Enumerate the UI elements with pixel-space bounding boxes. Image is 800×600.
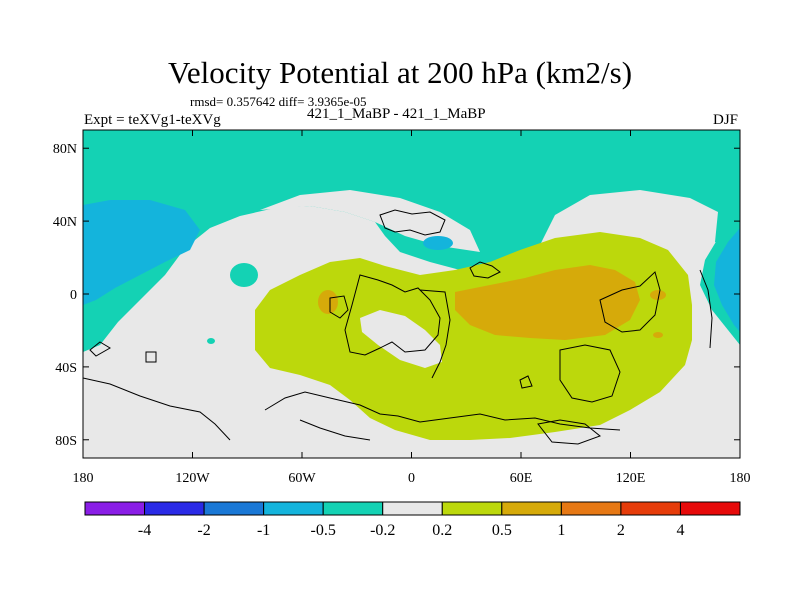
colorbar-swatch xyxy=(84,501,146,516)
colorbar-label: -0.2 xyxy=(370,522,395,539)
map-title: Velocity Potential at 200 hPa (km2/s) xyxy=(167,55,633,90)
colorbar-label: 1 xyxy=(557,522,565,539)
lat-tick-label: 80N xyxy=(53,142,77,157)
colorbar-swatch xyxy=(620,501,681,516)
lon-tick-label: 60E xyxy=(510,471,533,486)
colorbar-swatch xyxy=(263,501,324,516)
colorbar-swatch xyxy=(679,501,741,516)
lon-tick-label: 120E xyxy=(616,471,646,486)
lon-tick-label: 180 xyxy=(730,471,751,486)
season-label: DJF xyxy=(712,112,738,128)
lon-tick-label: 0 xyxy=(408,471,415,486)
indian-ocean-max-region xyxy=(455,265,640,340)
atlantic-neutral-region xyxy=(260,190,480,252)
isolated-negative-patch xyxy=(207,338,215,344)
colorbar-swatch xyxy=(203,501,265,516)
colorbar-swatch xyxy=(382,501,443,516)
north-cap-negative-region xyxy=(83,130,740,352)
lon-tick-label: 120W xyxy=(175,471,210,486)
pacific-positive-patch xyxy=(653,332,663,338)
runs-label: 421_1_MaBP - 421_1_MaBP xyxy=(307,106,486,122)
colorbar-label: -0.5 xyxy=(311,522,336,539)
colorbar-label: 0.2 xyxy=(432,522,452,539)
lon-tick-label: 180 xyxy=(73,471,94,486)
lon-tick-label: 60W xyxy=(288,471,316,486)
colorbar-label: -4 xyxy=(138,522,151,539)
africa-positive-patch xyxy=(318,290,338,314)
isolated-negative-patch xyxy=(230,263,258,287)
asia-negative-blob xyxy=(423,236,453,250)
colorbar-swatch xyxy=(560,501,622,516)
lat-tick-label: 80S xyxy=(55,434,77,449)
colorbar-label: 2 xyxy=(617,522,625,539)
east-pacific-negative-region xyxy=(714,228,740,332)
colorbar-swatch xyxy=(322,501,384,516)
coastlines xyxy=(82,209,713,445)
axis-ticks: 180 120W 60W 0 60E 120E 180 80N 40N 0 40S 80S xyxy=(53,130,751,486)
neutral-hole-region xyxy=(360,310,442,368)
pacific-positive-patch xyxy=(650,290,666,300)
colorbar-swatch xyxy=(144,501,205,516)
stats-text: rmsd= 0.357642 diff= 3.9365e-05 xyxy=(190,94,367,109)
colorbar-label: -1 xyxy=(257,522,270,539)
experiment-label: Expt = teXVg1-teXVg xyxy=(84,112,221,128)
lat-tick-label: 0 xyxy=(70,288,77,303)
lat-tick-label: 40S xyxy=(55,361,77,376)
colorbar-label: -2 xyxy=(197,522,210,539)
colorbar-swatch xyxy=(441,501,503,516)
colorbar-label: 0.5 xyxy=(492,522,512,539)
west-pacific-negative-region xyxy=(83,200,200,305)
lat-tick-label: 40N xyxy=(53,215,77,230)
colorbar: -4 -2 -1 -0.5 -0.2 0.2 0.5 1 2 4 xyxy=(84,501,741,539)
colorbar-swatch xyxy=(501,501,562,516)
colorbar-label: 4 xyxy=(676,522,684,539)
